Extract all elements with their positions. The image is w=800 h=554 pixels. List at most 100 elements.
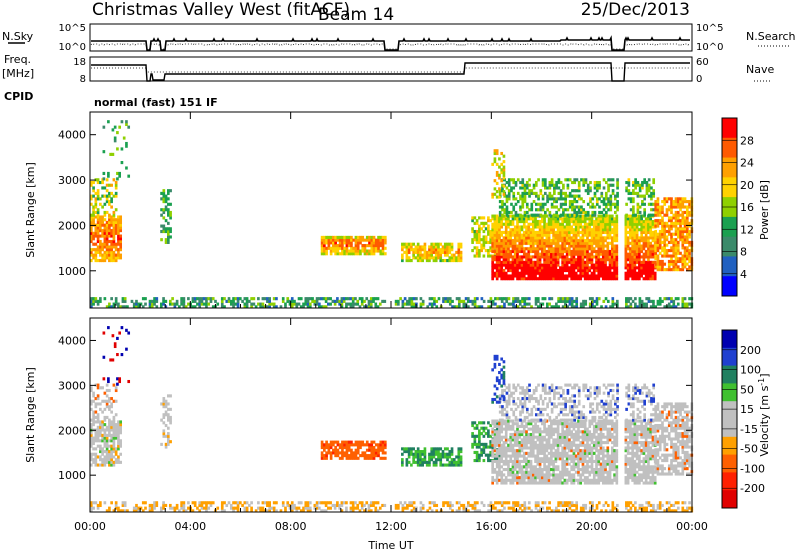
power-cell <box>266 297 269 301</box>
velocity-cell <box>94 463 98 467</box>
velocity-cell <box>529 470 533 474</box>
velocity-cell <box>498 435 501 439</box>
velocity-cell <box>450 463 454 467</box>
power-cell <box>667 254 671 258</box>
power-cell <box>433 299 436 303</box>
power-cell <box>663 229 667 234</box>
power-cell <box>381 241 385 245</box>
power-cell <box>250 305 253 309</box>
power-cell <box>529 228 533 232</box>
power-cell <box>363 246 367 250</box>
power-cell <box>604 202 608 206</box>
power-cell <box>114 245 118 249</box>
power-cell <box>516 297 520 301</box>
velocity-heatmap <box>90 326 694 513</box>
velocity-cell <box>540 443 544 447</box>
power-cell <box>565 219 569 224</box>
power-cell <box>638 249 641 254</box>
power-cell <box>363 252 367 256</box>
power-cell <box>610 241 614 245</box>
power-cell <box>443 253 447 257</box>
power-cell <box>559 191 563 195</box>
power-cell <box>651 244 655 248</box>
power-cell <box>654 205 658 209</box>
power-cell <box>341 244 344 248</box>
power-cell <box>615 258 619 262</box>
velocity-cell <box>110 458 113 462</box>
power-cell <box>336 297 339 301</box>
power-cell <box>528 189 531 193</box>
velocity-cell <box>478 421 481 425</box>
power-cell <box>110 229 113 233</box>
power-cell <box>634 180 637 185</box>
power-cell <box>546 197 549 201</box>
power-cell <box>193 297 197 301</box>
power-cell <box>520 244 524 248</box>
power-cell <box>507 194 511 198</box>
velocity-cell <box>498 457 501 461</box>
power-cell <box>442 299 445 303</box>
power-cell <box>608 274 612 278</box>
power-cell <box>507 268 510 273</box>
power-cell <box>405 253 409 257</box>
nsky-panel: N.Sky 10^5 10^0 N.Search 10^5 10^0 <box>2 23 796 53</box>
power-cell <box>670 208 673 212</box>
power-cell <box>604 258 607 262</box>
power-cell <box>606 258 610 262</box>
power-cell <box>679 235 682 239</box>
velocity-cell <box>522 443 526 447</box>
power-cell <box>193 305 197 309</box>
power-cell <box>320 238 324 242</box>
power-cell <box>437 256 440 260</box>
power-cell <box>369 305 373 309</box>
velocity-cell <box>522 457 526 461</box>
power-cell <box>573 194 577 198</box>
power-cell <box>552 277 555 281</box>
power-cell <box>658 208 662 212</box>
velocity-cell <box>529 465 533 469</box>
velocity-cell <box>511 465 515 469</box>
velocity-cell <box>169 440 172 444</box>
velocity-cell <box>527 454 531 458</box>
velocity-cell <box>96 431 100 435</box>
velocity-cell <box>448 450 452 454</box>
velocity-cell <box>412 447 415 451</box>
power-cell <box>148 305 152 309</box>
power-cell <box>681 221 685 225</box>
cpid-mode: normal (fast) 151 IF <box>94 96 218 109</box>
velocity-cell <box>507 438 510 442</box>
power-cell <box>513 244 517 248</box>
velocity-cell <box>110 402 113 406</box>
power-cell <box>493 241 497 245</box>
power-cell <box>586 225 589 229</box>
power-cell <box>507 210 511 215</box>
velocity-cell <box>108 433 111 437</box>
power-cell <box>414 256 418 260</box>
power-cell <box>182 297 186 301</box>
velocity-cell <box>99 439 102 443</box>
velocity-cell <box>538 430 542 434</box>
power-cell <box>167 189 170 193</box>
power-cell <box>602 197 606 201</box>
velocity-cell <box>554 465 558 469</box>
power-cell <box>405 242 409 246</box>
power-cell <box>150 299 154 303</box>
velocity-cell <box>94 402 98 406</box>
power-cell <box>583 274 587 278</box>
power-cell <box>437 250 440 254</box>
power-cell <box>672 251 676 255</box>
velocity-cell <box>114 423 118 427</box>
power-cell <box>135 299 138 303</box>
velocity-cell <box>112 399 116 403</box>
power-cell <box>561 305 565 309</box>
power-cell <box>563 274 567 278</box>
velocity-cell <box>120 353 124 357</box>
power-cell <box>544 202 547 206</box>
power-cell <box>119 239 123 244</box>
velocity-cell <box>534 478 537 482</box>
power-cell <box>105 237 109 241</box>
velocity-cell <box>529 478 533 482</box>
power-cell <box>616 200 619 204</box>
power-cell <box>545 260 549 264</box>
power-cell <box>495 258 499 262</box>
